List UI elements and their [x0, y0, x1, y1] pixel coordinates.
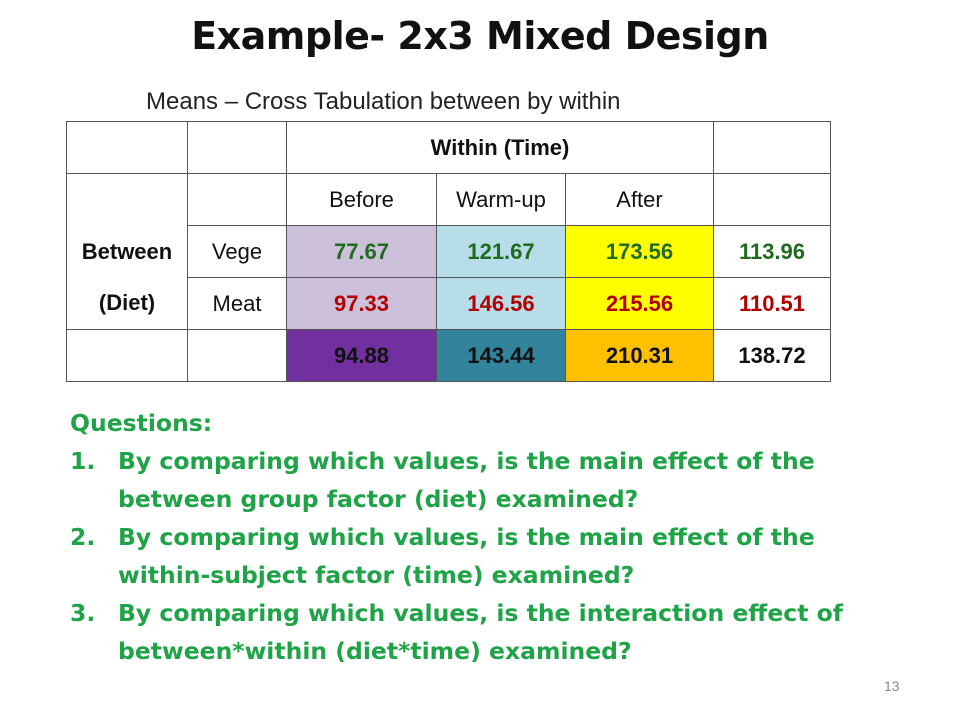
grand-mean: 138.72	[713, 329, 831, 382]
table-cell-empty	[713, 121, 831, 174]
question-text: By comparing which values, is the main e…	[118, 447, 815, 513]
question-item: 1. By comparing which values, is the mai…	[70, 442, 890, 518]
table-row-header: Within (Time)	[66, 121, 831, 174]
question-text: By comparing which values, is the main e…	[118, 523, 815, 589]
after-column-mean: 210.31	[565, 329, 714, 382]
before-column-mean: 94.88	[286, 329, 437, 382]
row-label-meat: Meat	[187, 277, 287, 330]
question-number: 3.	[70, 599, 96, 627]
vege-after-value: 173.56	[565, 225, 714, 278]
table-cell-empty	[187, 329, 287, 382]
diet-label: (Diet)	[66, 277, 188, 330]
vege-marginal-mean: 113.96	[713, 225, 831, 278]
slide-title: Example- 2x3 Mixed Design	[191, 14, 769, 58]
column-header-warmup: Warm-up	[436, 173, 566, 226]
question-number: 2.	[70, 523, 96, 551]
within-time-header: Within (Time)	[286, 121, 714, 174]
means-cross-tabulation-table: Within (Time) Before Warm-up After Betwe…	[66, 121, 831, 382]
questions-heading: Questions:	[70, 409, 213, 437]
table-cell-empty	[66, 121, 188, 174]
question-item: 2. By comparing which values, is the mai…	[70, 518, 890, 594]
table-row-column-means: 94.88 143.44 210.31 138.72	[66, 329, 831, 382]
question-item: 3. By comparing which values, is the int…	[70, 594, 890, 670]
vege-warmup-value: 121.67	[436, 225, 566, 278]
table-subtitle: Means – Cross Tabulation between by with…	[146, 88, 621, 115]
meat-after-value: 215.56	[565, 277, 714, 330]
meat-before-value: 97.33	[286, 277, 437, 330]
table-cell-empty	[66, 173, 188, 226]
table-row-vege: Between Vege 77.67 121.67 173.56 113.96	[66, 225, 831, 278]
question-text: By comparing which values, is the intera…	[118, 599, 843, 665]
table-cell-empty	[187, 121, 287, 174]
question-number: 1.	[70, 447, 96, 475]
vege-before-value: 77.67	[286, 225, 437, 278]
meat-warmup-value: 146.56	[436, 277, 566, 330]
table-row-meat: (Diet) Meat 97.33 146.56 215.56 110.51	[66, 277, 831, 330]
column-header-before: Before	[286, 173, 437, 226]
page-number: 13	[884, 678, 900, 694]
table-row-columns: Before Warm-up After	[66, 173, 831, 226]
between-label: Between	[66, 225, 188, 278]
row-label-vege: Vege	[187, 225, 287, 278]
table-cell-empty	[187, 173, 287, 226]
warmup-column-mean: 143.44	[436, 329, 566, 382]
table-cell-empty	[66, 329, 188, 382]
meat-marginal-mean: 110.51	[713, 277, 831, 330]
questions-section: Questions: 1. By comparing which values,…	[70, 404, 890, 670]
column-header-after: After	[565, 173, 714, 226]
table-cell-empty	[713, 173, 831, 226]
